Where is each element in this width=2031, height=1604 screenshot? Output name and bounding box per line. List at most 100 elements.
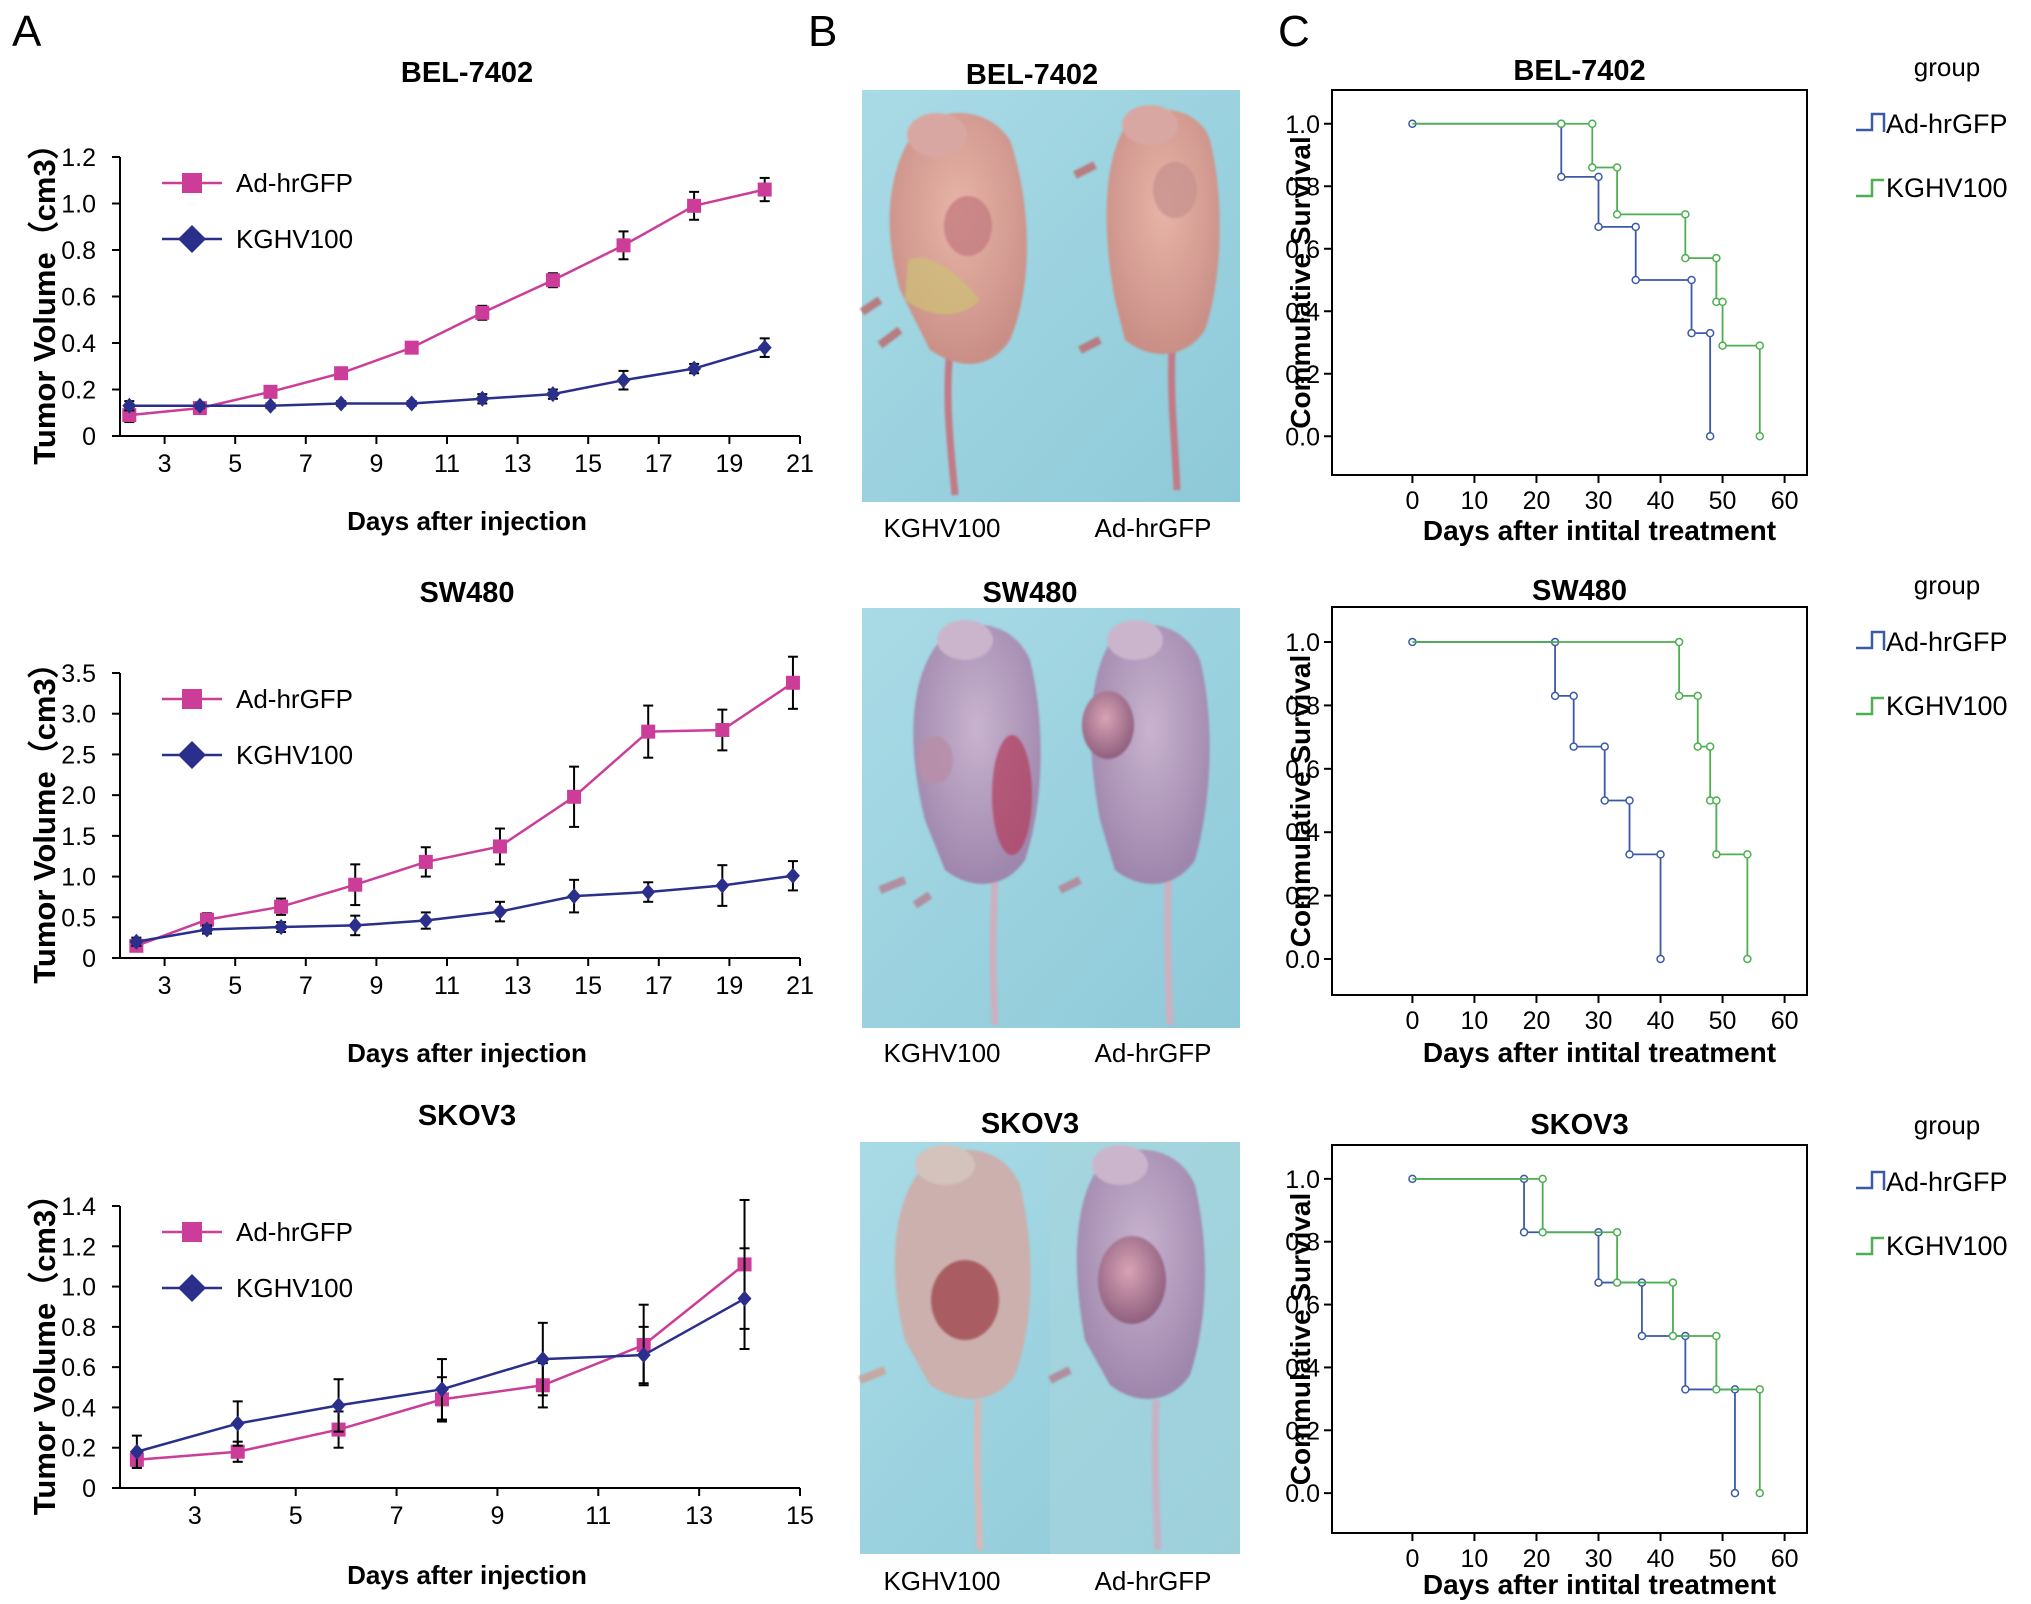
data-point-diamond: [331, 1397, 346, 1414]
y-tick-label: 0.8: [1285, 173, 1320, 201]
data-point-square: [492, 839, 507, 854]
y-axis-label: Commulative Survival: [1285, 655, 1316, 948]
data-point-square: [475, 305, 490, 320]
data-point-square: [641, 724, 656, 739]
x-tick-label: 30: [1585, 487, 1613, 515]
censor-mark: [1705, 432, 1715, 441]
censor-mark: [1674, 691, 1684, 701]
y-tick-label: 0.2: [61, 1435, 96, 1463]
data-point-diamond: [348, 917, 363, 934]
series-line-kghv100: [136, 874, 794, 943]
y-tick-label: 0.5: [61, 904, 96, 932]
photo-label-right-skov3: Ad-hrGFP: [1094, 1566, 1211, 1596]
chart-title: SKOV3: [1530, 1109, 1628, 1141]
censor-mark: [1625, 796, 1634, 805]
data-point-square: [785, 675, 800, 690]
photo-title-bel7402: BEL-7402: [966, 59, 1098, 91]
x-tick-label: 13: [685, 1502, 713, 1530]
legend-label: KGHV100: [236, 224, 353, 254]
data-point-square: [757, 182, 772, 197]
x-tick-label: 5: [228, 450, 242, 478]
survival-chart-skov3: SKOV3 0.0 0.2 0.4 0.6 0.8 1.0 0 10 20 30 40 50 60Days…: [1285, 1109, 2008, 1600]
y-axis-label: Tumor Volume（cm3）: [27, 1179, 62, 1515]
y-tick-label: 0.2: [1285, 361, 1320, 389]
x-tick-label: 60: [1771, 1545, 1799, 1573]
x-tick-label: 60: [1771, 1007, 1799, 1035]
y-tick-label: 1.0: [61, 1274, 96, 1302]
data-point-diamond: [274, 919, 289, 936]
censor-mark: [1588, 119, 1597, 128]
censor-mark: [1674, 637, 1684, 647]
data-point-square: [567, 789, 582, 804]
x-tick-label: 50: [1709, 1545, 1737, 1573]
x-tick-label: 7: [390, 1502, 404, 1530]
x-tick-label: 21: [786, 450, 814, 478]
legend-label: KGHV100: [1886, 173, 2008, 203]
censor-mark: [1712, 1385, 1721, 1394]
censor-mark: [1538, 1174, 1547, 1184]
legend-title: group: [1914, 570, 1981, 600]
legend-label: KGHV100: [1886, 691, 2008, 721]
x-tick-label: 17: [645, 450, 673, 478]
x-tick-label: 9: [369, 450, 383, 478]
x-tick-label: 15: [574, 450, 602, 478]
y-tick-label: 0.0: [1285, 946, 1320, 974]
legend-label: Ad-hrGFP: [1886, 627, 2008, 657]
data-point-diamond: [567, 888, 582, 905]
data-point-diamond: [434, 1381, 449, 1398]
panel-letter-a: A: [12, 7, 42, 56]
chart-title: SKOV3: [418, 1100, 516, 1132]
censor-mark: [1569, 742, 1578, 751]
data-point-diamond: [129, 933, 144, 950]
survival-curve-ad-hrgfp: [1412, 1177, 1736, 1494]
photo-title-skov3: SKOV3: [981, 1108, 1079, 1140]
mouse-ad-hrgfp-bel7402: [1073, 105, 1220, 491]
panel-letter-c: C: [1278, 7, 1310, 56]
legend-marker-diamond: [178, 225, 206, 253]
data-point-diamond: [687, 360, 702, 377]
legend-title: group: [1914, 52, 1981, 82]
censor-mark: [1569, 691, 1578, 701]
legend-label: Ad-hrGFP: [236, 1217, 353, 1247]
censor-mark: [1594, 1278, 1603, 1287]
censor-mark: [1693, 691, 1702, 701]
y-tick-label: 0.4: [1285, 1354, 1320, 1382]
legend-step-icon: [1856, 112, 1886, 132]
survival-curve-kghv100: [1412, 1177, 1761, 1494]
data-point-diamond: [129, 1443, 144, 1460]
x-tick-label: 40: [1647, 487, 1675, 515]
censor-mark: [1755, 432, 1765, 441]
chart-title: SW480: [1532, 575, 1627, 607]
y-tick-label: 0: [82, 945, 96, 973]
censor-mark: [1519, 1228, 1529, 1237]
y-tick-label: 1.5: [61, 823, 96, 851]
legend-step-icon: [1856, 630, 1886, 650]
censor-mark: [1681, 253, 1690, 263]
data-point-square: [199, 912, 214, 927]
data-point-square: [545, 273, 560, 288]
y-axis-label: Tumor Volume（cm3）: [27, 647, 62, 983]
legend-label: KGHV100: [236, 1273, 353, 1303]
mouse-ad-hrgfp-skov3: [1048, 1145, 1206, 1551]
data-point-diamond: [492, 903, 507, 920]
mouse-kghv100-sw480: [878, 620, 1041, 1026]
censor-mark: [1594, 222, 1603, 232]
plot-frame: [1331, 89, 1808, 476]
y-tick-label: 0: [82, 423, 96, 451]
y-tick-label: 1.0: [1285, 629, 1320, 657]
y-tick-label: 0.0: [1285, 423, 1320, 451]
censor-mark: [1681, 1385, 1690, 1394]
data-point-square: [404, 340, 419, 355]
y-tick-label: 1.0: [61, 864, 96, 892]
photo-panel-bel7402: BEL-7402 KGHV100 Ad-hrGFP: [859, 59, 1240, 543]
photo-label-left-sw480: KGHV100: [883, 1038, 1000, 1068]
survival-curve-ad-hrgfp: [1412, 122, 1712, 437]
data-point-square: [334, 366, 349, 381]
x-tick-label: 15: [786, 1502, 814, 1530]
censor-mark: [1612, 1228, 1622, 1237]
x-tick-label: 9: [490, 1502, 504, 1530]
legend-label: Ad-hrGFP: [236, 168, 353, 198]
mouse-ad-hrgfp-sw480: [1058, 620, 1210, 1026]
y-tick-label: 1.2: [61, 1233, 96, 1261]
x-axis-label: Days after intital treatment: [1423, 1037, 1776, 1068]
